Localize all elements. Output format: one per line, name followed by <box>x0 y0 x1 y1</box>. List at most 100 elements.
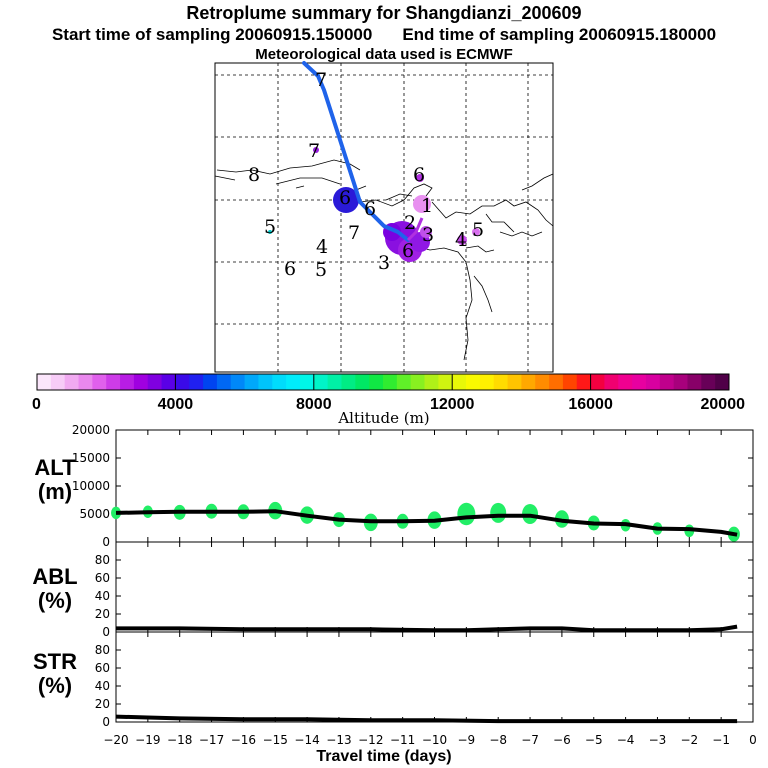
x-tick-label: −13 <box>326 733 351 747</box>
x-tick-label: −3 <box>649 733 667 747</box>
colorbar-cell <box>216 374 232 390</box>
plume-label: 7 <box>308 140 320 162</box>
colorbar-major-ticks <box>174 374 592 390</box>
x-tick-label: −6 <box>553 733 571 747</box>
plume-blob <box>420 226 432 238</box>
x-tick-label: −10 <box>422 733 447 747</box>
altitude-colorbar: 0 4000 8000 12000 16000 20000 <box>32 373 745 413</box>
coastline <box>295 185 305 189</box>
y-tick-label: 60 <box>95 571 110 585</box>
coastlines <box>214 159 554 361</box>
x-tick-label: −4 <box>617 733 635 747</box>
colorbar-tick-labels: 0 4000 8000 12000 16000 20000 <box>32 396 745 413</box>
x-tick-label: −11 <box>390 733 415 747</box>
y-tick-label: 40 <box>95 679 110 693</box>
str-panel: 0 20 40 60 80 <box>95 631 754 729</box>
plume-label: 8 <box>248 164 260 186</box>
colorbar-cell <box>78 374 93 390</box>
trajectory-line <box>302 61 410 242</box>
coastline <box>214 175 236 181</box>
abl-label-line1: ABL <box>32 564 78 589</box>
colorbar-cell <box>313 374 329 390</box>
colorbar-cell <box>272 374 287 390</box>
x-tick-label: −9 <box>457 733 475 747</box>
alt-panel: 0 5000 10000 15000 20000 <box>72 423 754 549</box>
colorbar-cell <box>576 374 592 390</box>
map-frame <box>214 62 554 373</box>
sampling-times: Start time of sampling 20060915.150000 En… <box>0 25 768 45</box>
colorbar-cell <box>562 374 578 390</box>
x-tick-label: −20 <box>103 733 128 747</box>
coastline <box>413 245 473 361</box>
x-tick-label: −5 <box>585 733 603 747</box>
spread-point <box>490 502 507 523</box>
coastline <box>485 213 515 233</box>
coastline <box>521 173 554 191</box>
x-tick-label: −7 <box>521 733 539 747</box>
plume-label: 7 <box>315 69 327 91</box>
alt-label-line1: ALT <box>34 455 76 480</box>
colorbar-cell <box>355 374 370 390</box>
coastline <box>473 275 493 313</box>
plume-label: 7 <box>348 222 360 244</box>
plume-label: 5 <box>264 216 276 238</box>
alt-label-line2: (m) <box>37 479 73 504</box>
plume-label: 4 <box>455 229 467 251</box>
colorbar-cell <box>106 374 121 390</box>
colorbar-cell <box>230 374 246 390</box>
colorbar-cell <box>64 374 80 390</box>
colorbar-tick-label: 12000 <box>430 396 475 413</box>
colorbar-cell <box>299 374 315 390</box>
colorbar-cell <box>120 374 135 390</box>
series-line <box>116 624 738 633</box>
coastline <box>216 159 361 175</box>
y-tick-label: 10000 <box>72 479 110 493</box>
end-sampling-text: End time of sampling 20060915.180000 <box>402 25 717 44</box>
y-tick-label: 60 <box>95 661 110 675</box>
colorbar-cell <box>410 374 426 390</box>
colorbar-cell <box>618 374 633 390</box>
x-tick-label: −17 <box>199 733 224 747</box>
y-tick-label: 0 <box>102 535 110 549</box>
plume-label: 5 <box>472 219 484 241</box>
colorbar-cell <box>258 374 273 390</box>
plume-blob <box>416 174 424 182</box>
colorbar-tick-label: 4000 <box>158 396 194 413</box>
plume-label: 6 <box>364 198 376 220</box>
colorbar-cell <box>632 374 647 390</box>
plume-label: 5 <box>315 259 327 281</box>
y-tick-label: 15000 <box>72 451 110 465</box>
colorbar-cell <box>590 374 605 390</box>
x-tick-label: −12 <box>358 733 383 747</box>
plume-label: 4 <box>316 236 328 258</box>
colorbar-frame <box>36 373 730 391</box>
plume-blob <box>457 235 467 245</box>
start-sampling-text: Start time of sampling 20060915.150000 <box>51 25 373 44</box>
plume-label: 6 <box>284 258 296 280</box>
abl-label-line2: (%) <box>37 588 73 613</box>
x-tick-label: −2 <box>680 733 698 747</box>
x-tick-label: −19 <box>135 733 160 747</box>
colorbar-cell <box>92 374 107 390</box>
colorbar-cell <box>479 374 495 390</box>
colorbar-cell <box>452 374 467 390</box>
colorbar-cell <box>424 374 439 390</box>
x-tick-label: −8 <box>489 733 507 747</box>
plume-label: 6 <box>339 187 351 209</box>
x-tick-label: −18 <box>167 733 192 747</box>
colorbar-tick-label: 16000 <box>568 396 613 413</box>
coastline <box>359 183 433 207</box>
colorbar-cell <box>37 374 52 390</box>
colorbar-tick-label: 20000 <box>701 396 746 413</box>
colorbar-cell <box>466 374 481 390</box>
y-tick-label: 0 <box>102 715 110 729</box>
plume-label: 1 <box>421 195 433 217</box>
y-tick-label: 20000 <box>72 423 110 437</box>
panel-frame <box>115 631 754 723</box>
colorbar-cell <box>244 374 259 390</box>
y-tick-label: 20 <box>95 607 110 621</box>
colorbar-cell <box>715 374 730 390</box>
plume-blobs <box>268 147 480 262</box>
coastline <box>499 231 543 237</box>
